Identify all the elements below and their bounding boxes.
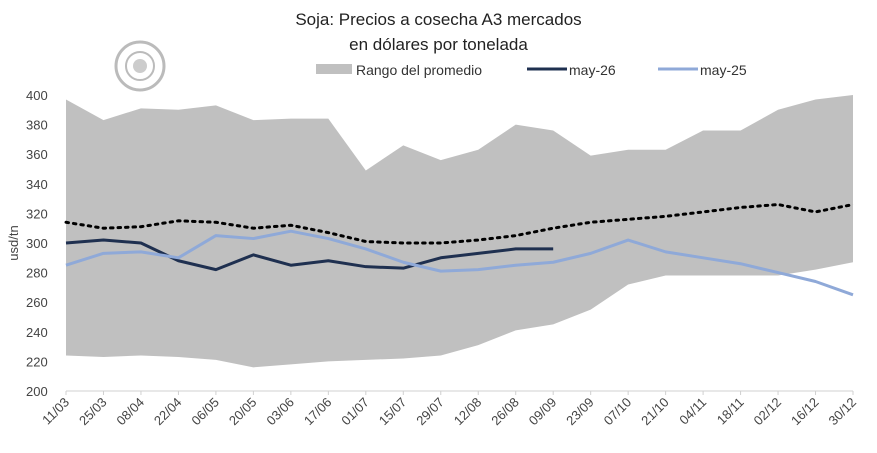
- x-tick-label: 08/04: [113, 395, 147, 429]
- y-tick-label: 360: [26, 147, 48, 162]
- x-tick-label: 12/08: [451, 395, 485, 429]
- x-tick-label: 18/11: [714, 395, 747, 428]
- y-tick-label: 380: [26, 118, 48, 133]
- x-tick-label: 17/06: [301, 395, 335, 429]
- x-tick-label: 21/10: [638, 395, 672, 429]
- chart-subtitle: en dólares por tonelada: [349, 35, 528, 54]
- y-tick-label: 400: [26, 88, 48, 103]
- legend-label-may-26: may-26: [569, 62, 616, 78]
- x-tick-label: 29/07: [413, 395, 447, 429]
- legend-label-may-25: may-25: [700, 62, 747, 78]
- x-tick-label: 26/08: [488, 395, 522, 429]
- range-band: [66, 95, 853, 368]
- y-tick-label: 260: [26, 295, 48, 310]
- x-tick-label: 01/07: [338, 395, 372, 429]
- x-tick-label: 22/04: [151, 395, 185, 429]
- y-tick-label: 200: [26, 384, 48, 399]
- x-tick-label: 30/12: [826, 395, 860, 429]
- x-tick-label: 20/05: [226, 395, 260, 429]
- x-tick-label: 06/05: [188, 395, 222, 429]
- y-tick-label: 340: [26, 177, 48, 192]
- x-tick-label: 25/03: [76, 395, 110, 429]
- legend-swatch-range: [316, 64, 352, 74]
- x-tick-label: 02/12: [751, 395, 785, 429]
- x-tick-label: 04/11: [676, 395, 709, 428]
- x-tick-label: 09/09: [526, 395, 560, 429]
- chart-title: Soja: Precios a cosecha A3 mercados: [295, 10, 582, 29]
- institution-logo: [114, 40, 166, 92]
- x-tick-label: 07/10: [601, 395, 635, 429]
- x-tick-label: 23/09: [563, 395, 597, 429]
- y-tick-label: 320: [26, 206, 48, 221]
- series-line-average: [64, 203, 855, 245]
- series-line-may-26: [65, 238, 554, 272]
- x-tick-label: 11/03: [39, 395, 72, 428]
- legend-label-range: Rango del promedio: [356, 62, 482, 78]
- y-tick-label: 280: [26, 266, 48, 281]
- x-tick-label: 03/06: [263, 395, 297, 429]
- y-tick-label: 220: [26, 354, 48, 369]
- y-tick-label: 240: [26, 325, 48, 340]
- y-axis-label: usd/tn: [6, 225, 21, 260]
- x-tick-label: 16/12: [788, 395, 822, 429]
- x-tick-label: 15/07: [376, 395, 410, 429]
- y-tick-label: 300: [26, 236, 48, 251]
- series-line-may-25: [65, 229, 854, 297]
